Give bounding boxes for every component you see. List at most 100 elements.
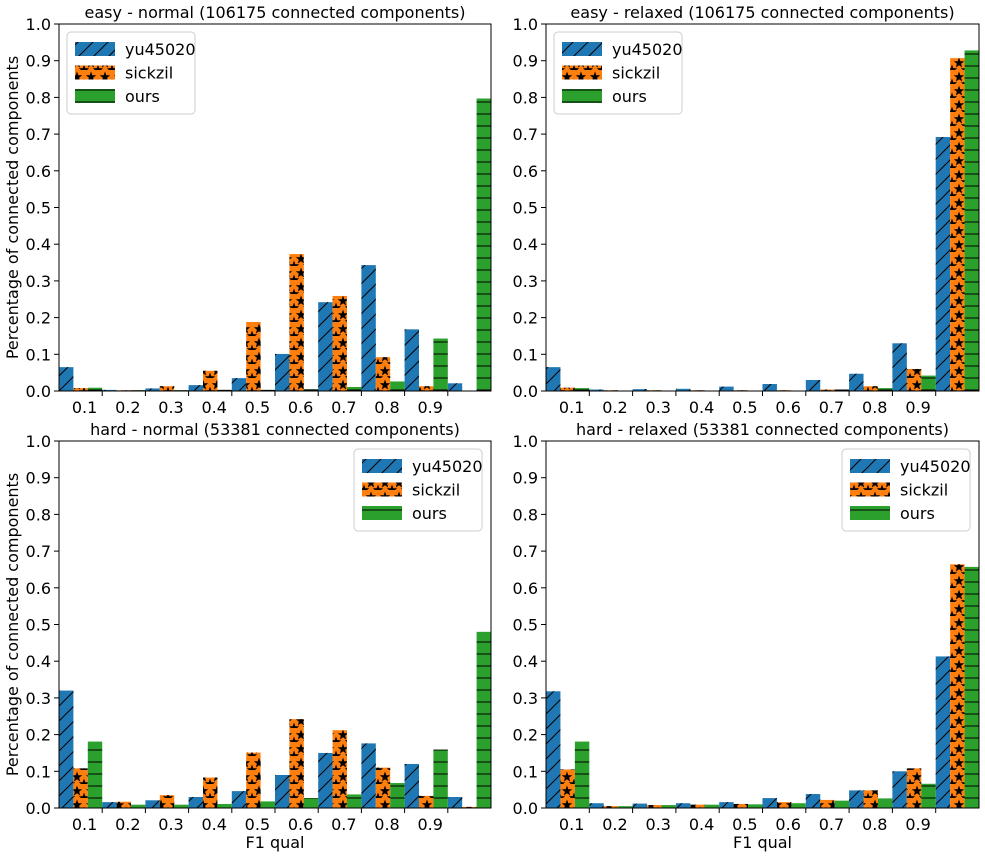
y-tick-label: 0.7 xyxy=(513,542,538,561)
y-tick-label: 1.0 xyxy=(26,432,51,451)
y-tick-label: 0.5 xyxy=(513,616,538,635)
chart-title: hard - normal (53381 connected component… xyxy=(90,420,460,439)
bar-ours-1 xyxy=(575,742,589,808)
bar-sickzil-1 xyxy=(560,769,574,808)
legend-label: ours xyxy=(412,504,447,523)
x-axis-label: F1 qual xyxy=(245,833,304,852)
y-tick-label: 1.0 xyxy=(513,15,538,34)
bar-yu45020-7 xyxy=(806,380,820,391)
x-tick-label: 0.3 xyxy=(646,398,671,417)
bar-ours-4 xyxy=(217,804,231,808)
bar-yu45020-5 xyxy=(232,378,246,391)
y-tick-label: 0.6 xyxy=(26,162,51,181)
bar-sickzil-5 xyxy=(246,753,260,808)
bar-sickzil-5 xyxy=(246,322,260,391)
bar-yu45020-6 xyxy=(275,775,289,808)
x-tick-label: 0.8 xyxy=(862,815,887,834)
y-tick-label: 0.3 xyxy=(26,689,51,708)
y-tick-label: 0.7 xyxy=(26,125,51,144)
bar-yu45020-5 xyxy=(232,791,246,808)
bar-sickzil-3 xyxy=(160,386,174,391)
x-tick-label: 0.1 xyxy=(559,398,584,417)
y-axis-label: Percentage of connected components xyxy=(3,56,22,359)
x-tick-label: 0.7 xyxy=(331,815,356,834)
bar-yu45020-3 xyxy=(633,804,647,808)
x-tick-label: 0.2 xyxy=(602,398,627,417)
bar-yu45020-4 xyxy=(189,385,203,391)
bar-sickzil-4 xyxy=(203,371,217,391)
bar-yu45020-5 xyxy=(719,802,733,808)
y-tick-label: 0.1 xyxy=(513,345,538,364)
legend-label: yu45020 xyxy=(612,40,683,59)
bar-yu45020-9 xyxy=(405,329,419,391)
x-tick-label: 0.1 xyxy=(559,815,584,834)
y-tick-label: 0.3 xyxy=(26,272,51,291)
legend-label: yu45020 xyxy=(900,457,971,476)
bar-sickzil-8 xyxy=(376,357,390,391)
x-tick-label: 0.3 xyxy=(158,815,183,834)
x-tick-label: 0.4 xyxy=(689,398,714,417)
y-tick-label: 0.8 xyxy=(513,505,538,524)
legend-label: ours xyxy=(612,87,647,106)
y-tick-label: 0.3 xyxy=(513,272,538,291)
bar-ours-9 xyxy=(433,339,447,391)
bar-sickzil-9 xyxy=(907,768,921,808)
x-axis-label: F1 qual xyxy=(733,833,792,852)
x-tick-label: 0.2 xyxy=(115,398,140,417)
y-tick-label: 0.5 xyxy=(513,199,538,218)
y-tick-label: 0.7 xyxy=(26,542,51,561)
y-tick-label: 0.4 xyxy=(26,652,51,671)
x-tick-label: 0.8 xyxy=(374,815,399,834)
y-tick-label: 1.0 xyxy=(513,432,538,451)
bar-ours-6 xyxy=(304,798,318,808)
y-tick-label: 1.0 xyxy=(26,15,51,34)
legend-label: sickzil xyxy=(125,64,173,83)
x-tick-label: 0.7 xyxy=(331,398,356,417)
bar-yu45020-4 xyxy=(189,797,203,808)
y-tick-label: 0.6 xyxy=(513,162,538,181)
y-tick-label: 0.2 xyxy=(26,309,51,328)
bar-sickzil-6 xyxy=(289,254,303,391)
bar-yu45020-9 xyxy=(892,771,906,808)
x-tick-label: 0.1 xyxy=(72,398,97,417)
bar-yu45020-10 xyxy=(448,383,462,391)
bar-ours-8 xyxy=(878,798,892,808)
bar-sickzil-7 xyxy=(820,800,834,808)
bar-sickzil-9 xyxy=(419,796,433,808)
bar-yu45020-9 xyxy=(405,764,419,808)
x-tick-label: 0.7 xyxy=(819,815,844,834)
bar-yu45020-6 xyxy=(763,798,777,808)
x-tick-label: 0.2 xyxy=(602,815,627,834)
bar-ours-7 xyxy=(835,801,849,808)
y-axis-label: Percentage of connected components xyxy=(3,473,22,776)
bar-yu45020-2 xyxy=(102,802,116,808)
bar-sickzil-5 xyxy=(734,804,748,808)
bar-ours-5 xyxy=(261,801,275,808)
bar-yu45020-8 xyxy=(849,790,863,808)
legend-label: yu45020 xyxy=(125,40,196,59)
x-tick-label: 0.6 xyxy=(288,398,313,417)
bar-yu45020-6 xyxy=(763,384,777,391)
bar-yu45020-1 xyxy=(546,367,560,391)
bar-ours-9 xyxy=(433,750,447,808)
y-tick-label: 0.6 xyxy=(26,579,51,598)
x-tick-label: 0.8 xyxy=(862,398,887,417)
legend-label: sickzil xyxy=(412,481,460,500)
bar-sickzil-7 xyxy=(333,730,347,808)
bar-ours-7 xyxy=(347,794,361,808)
x-tick-label: 0.3 xyxy=(158,398,183,417)
bar-yu45020-9 xyxy=(892,343,906,391)
y-tick-label: 0.2 xyxy=(513,309,538,328)
x-tick-label: 0.4 xyxy=(201,815,226,834)
bar-sickzil-10 xyxy=(950,58,964,391)
x-tick-label: 0.9 xyxy=(417,398,442,417)
bar-sickzil-1 xyxy=(73,768,87,808)
bar-yu45020-7 xyxy=(318,753,332,808)
bar-sickzil-6 xyxy=(289,719,303,808)
